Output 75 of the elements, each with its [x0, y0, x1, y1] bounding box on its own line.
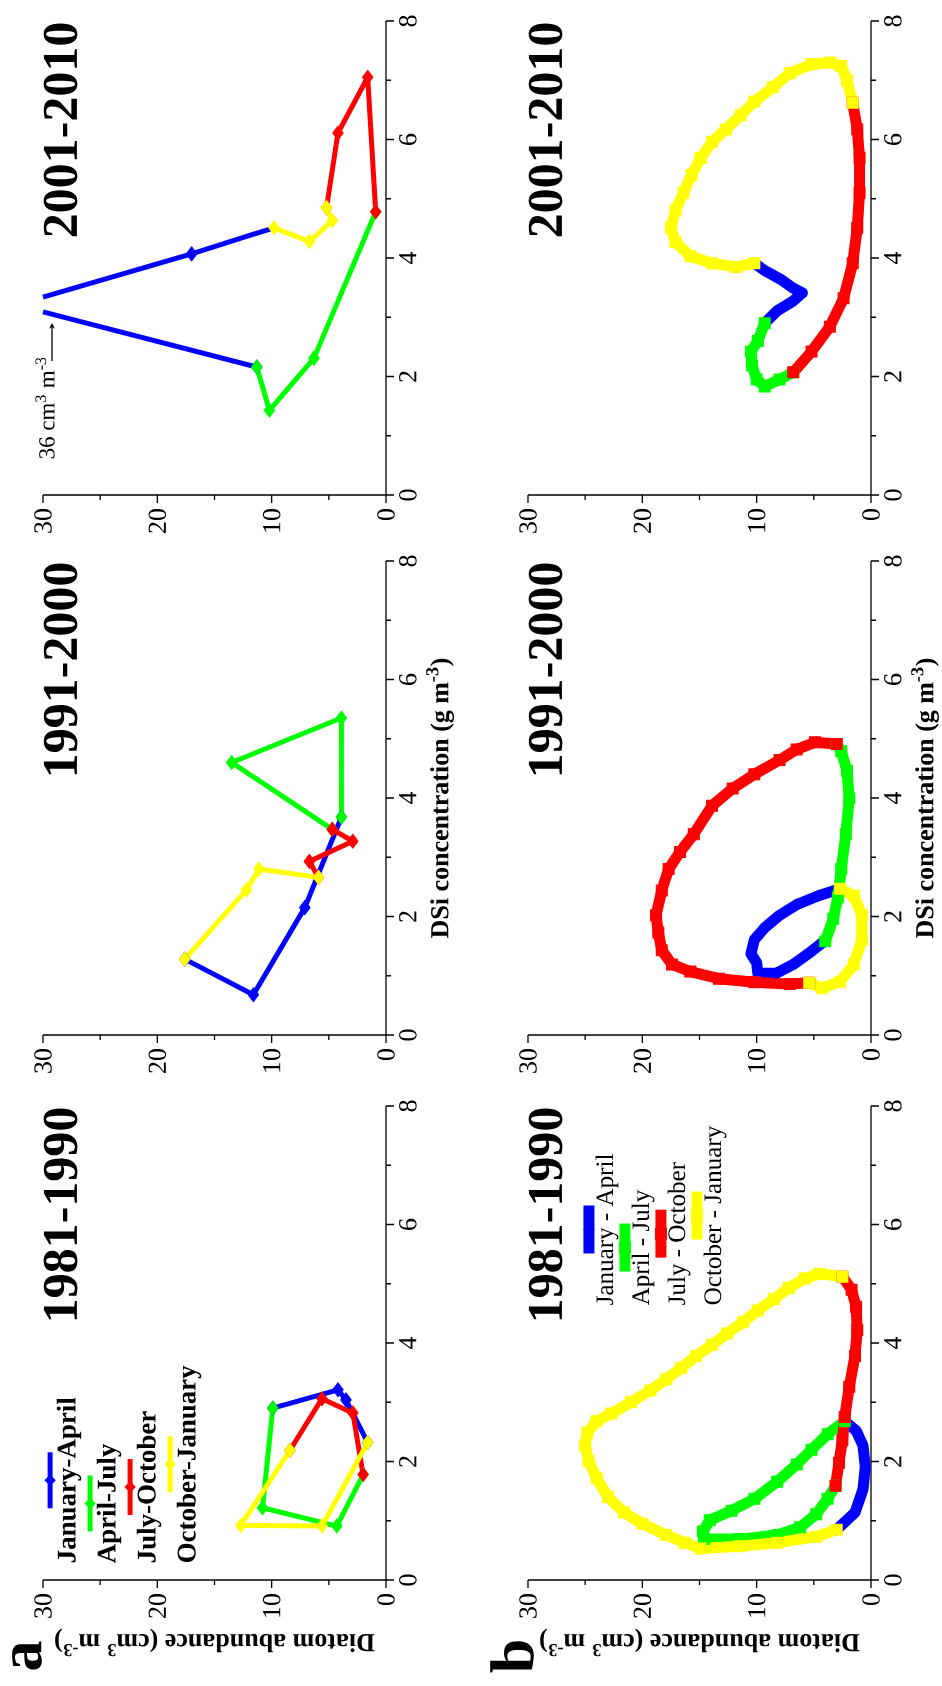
y-tick-label: 0 — [399, 1029, 417, 1041]
x-tick-label: 30 — [34, 1594, 52, 1618]
legend-label: April-July — [96, 1443, 122, 1564]
x-tick-label: 0 — [377, 1594, 395, 1606]
y-tick-label: 2 — [884, 1456, 902, 1467]
y-tick-label: 6 — [399, 673, 417, 685]
y-tick-label: 2 — [399, 911, 417, 922]
y-tick-label: 0 — [399, 489, 417, 501]
y-tick-label: 8 — [884, 1100, 902, 1112]
y-tick-label: 0 — [884, 1574, 902, 1586]
text: 2001-2010 — [43, 23, 78, 237]
y-tick-label: 0 — [399, 1574, 417, 1586]
y-tick-label: 4 — [884, 251, 902, 264]
x-tick-label: 10 — [747, 509, 766, 532]
x-tick-label: 20 — [633, 509, 652, 533]
x-axis-title: Diatom abundance (cm$^{3}$ m$^{-3}$) — [540, 1628, 860, 1657]
legend-label: October - January — [703, 1125, 727, 1305]
x-tick-label: 10 — [262, 509, 281, 532]
x-axis-title: Diatom abundance (cm$^{3}$ m$^{-3}$) — [55, 1628, 375, 1657]
y-tick-label: 2 — [884, 371, 902, 382]
text: 2001-2010 — [528, 23, 563, 237]
text: 1991-2000 — [528, 563, 563, 775]
y-tick-label: 0 — [884, 489, 902, 501]
y-tick-label: 4 — [884, 1336, 902, 1349]
legend-label: July - October — [667, 1162, 691, 1305]
legend-label: July-October — [136, 1411, 162, 1563]
text: a — [12, 1641, 42, 1670]
y-tick-label: 6 — [884, 1218, 902, 1230]
text: 1981-1990 — [528, 1108, 563, 1320]
x-tick-label: 0 — [862, 1594, 880, 1606]
y-tick-label: 2 — [399, 371, 417, 382]
y-tick-label: 4 — [399, 791, 417, 804]
legend-label: April - July — [631, 1189, 655, 1306]
x-tick-label: 20 — [148, 1594, 167, 1618]
y-tick-label: 8 — [399, 15, 417, 27]
legend-label: January-April — [56, 1397, 82, 1563]
y-tick-label: 8 — [399, 1100, 417, 1112]
text: 1981-1990 — [43, 1108, 78, 1320]
x-tick-label: 10 — [262, 1049, 281, 1072]
x-tick-label: 30 — [34, 509, 52, 533]
legend-label: October-January — [176, 1365, 202, 1563]
x-tick-label: 30 — [519, 509, 537, 533]
x-tick-label: 10 — [747, 1049, 766, 1072]
y-axis-title: DSi concentration (g m$^{-3}$) — [911, 658, 939, 938]
text: 1991-2000 — [43, 563, 78, 775]
y-tick-label: 0 — [884, 1029, 902, 1041]
legend-label: January - April — [595, 1154, 619, 1305]
annotation: 36 cm$^{3}$ m$^{-3}$ — [35, 357, 55, 459]
y-tick-label: 8 — [399, 555, 417, 567]
y-tick-label: 8 — [884, 555, 902, 567]
y-axis-title: DSi concentration (g m$^{-3}$) — [426, 658, 454, 938]
y-tick-label: 4 — [884, 791, 902, 804]
x-tick-label: 20 — [633, 1049, 652, 1073]
y-tick-label: 4 — [399, 1336, 417, 1349]
y-tick-label: 6 — [884, 673, 902, 685]
x-tick-label: 30 — [519, 1594, 537, 1618]
x-tick-label: 20 — [633, 1594, 652, 1618]
x-tick-label: 30 — [34, 1049, 52, 1073]
y-tick-label: 8 — [884, 15, 902, 27]
x-tick-label: 10 — [747, 1594, 766, 1617]
x-tick-label: 10 — [262, 1594, 281, 1617]
x-tick-label: 20 — [148, 509, 167, 533]
y-tick-label: 6 — [399, 133, 417, 145]
y-tick-label: 6 — [399, 1218, 417, 1230]
x-tick-label: 0 — [377, 1049, 395, 1061]
y-tick-label: 2 — [399, 1456, 417, 1467]
x-tick-label: 0 — [862, 1049, 880, 1061]
y-tick-label: 6 — [884, 133, 902, 145]
x-tick-label: 20 — [148, 1049, 167, 1073]
x-tick-label: 0 — [377, 509, 395, 521]
x-tick-label: 0 — [862, 509, 880, 521]
x-tick-label: 30 — [519, 1049, 537, 1073]
y-tick-label: 4 — [399, 251, 417, 264]
text: b — [490, 1641, 534, 1673]
y-tick-label: 2 — [884, 911, 902, 922]
